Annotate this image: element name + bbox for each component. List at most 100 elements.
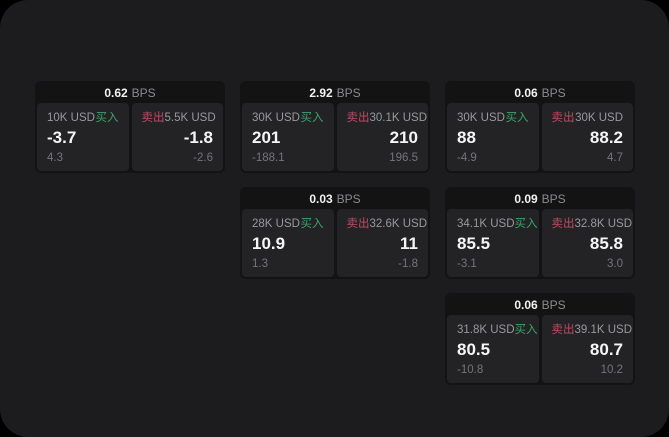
quote-card-5: 0.09 BPS 34.1K USD 买入 85.5 -3.1 卖出 32.8K… (445, 187, 635, 279)
quote-card-3: 0.06 BPS 30K USD 买入 88 -4.9 卖出 30K USD (445, 81, 635, 173)
buy-quote-tile[interactable]: 10K USD 买入 -3.7 4.3 (37, 103, 129, 171)
bps-unit-label: BPS (336, 86, 361, 100)
quote-card-2: 2.92 BPS 30K USD 买入 201 -188.1 卖出 30.1K … (240, 81, 430, 173)
tile-top-row: 31.8K USD 买入 (457, 324, 538, 336)
buy-delta-value: -10.8 (457, 364, 484, 376)
buy-delta-value: -3.1 (457, 258, 477, 270)
quote-body: 34.1K USD 买入 85.5 -3.1 卖出 32.8K USD 85.8… (447, 209, 633, 277)
bps-header: 0.62 BPS (37, 83, 223, 103)
sell-quote-tile[interactable]: 卖出 32.8K USD 85.8 3.0 (541, 209, 633, 277)
notional-amount: 30.1K USD (369, 112, 428, 124)
notional-amount: 30K USD (252, 112, 300, 124)
tile-top-row: 卖出 39.1K USD (551, 324, 633, 336)
notional-amount: 32.6K USD (369, 218, 428, 230)
buy-delta-value: 1.3 (252, 258, 268, 270)
buy-quote-tile[interactable]: 31.8K USD 买入 80.5 -10.8 (447, 315, 539, 383)
notional-amount: 39.1K USD (574, 324, 633, 336)
notional-amount: 32.8K USD (574, 218, 633, 230)
quote-card-4: 0.03 BPS 28K USD 买入 10.9 1.3 卖出 32.6K US… (240, 187, 430, 279)
bps-value: 0.06 (514, 86, 538, 100)
sell-label: 卖出 (346, 218, 370, 230)
sell-price-value: -1.8 (183, 128, 213, 147)
bps-header: 2.92 BPS (242, 83, 428, 103)
sell-label: 卖出 (551, 218, 575, 230)
buy-label: 买入 (300, 218, 324, 230)
sell-delta-value: 4.7 (607, 152, 623, 164)
notional-amount: 34.1K USD (457, 218, 515, 230)
buy-delta-value: -4.9 (457, 152, 477, 164)
buy-quote-tile[interactable]: 30K USD 买入 88 -4.9 (447, 103, 539, 171)
bps-unit-label: BPS (541, 192, 566, 206)
bps-header: 0.06 BPS (447, 83, 633, 103)
bps-unit-label: BPS (541, 86, 566, 100)
sell-price-value: 80.7 (589, 340, 623, 359)
buy-quote-tile[interactable]: 34.1K USD 买入 85.5 -3.1 (447, 209, 539, 277)
buy-delta-value: 4.3 (47, 152, 63, 164)
notional-amount: 30K USD (457, 112, 505, 124)
quote-body: 30K USD 买入 88 -4.9 卖出 30K USD 88.2 4.7 (447, 103, 633, 171)
sell-delta-value: -1.8 (398, 258, 418, 270)
sell-label: 卖出 (346, 112, 370, 124)
tile-top-row: 卖出 32.6K USD (346, 218, 428, 230)
tile-top-row: 卖出 5.5K USD (141, 112, 216, 124)
bps-unit-label: BPS (541, 298, 566, 312)
buy-label: 买入 (300, 112, 324, 124)
sell-quote-tile[interactable]: 卖出 30.1K USD 210 196.5 (336, 103, 428, 171)
bps-value: 0.03 (309, 192, 333, 206)
sell-label: 卖出 (551, 112, 575, 124)
bps-value: 0.62 (104, 86, 128, 100)
notional-amount: 28K USD (252, 218, 300, 230)
buy-label: 买入 (95, 112, 119, 124)
quote-card-6: 0.06 BPS 31.8K USD 买入 80.5 -10.8 卖出 39.1… (445, 293, 635, 385)
sell-quote-tile[interactable]: 卖出 5.5K USD -1.8 -2.6 (131, 103, 223, 171)
buy-price-value: 85.5 (457, 234, 491, 253)
buy-label: 买入 (514, 324, 538, 336)
sell-price-value: 11 (400, 234, 418, 253)
quote-card-1: 0.62 BPS 10K USD 买入 -3.7 4.3 卖出 5.5K USD (35, 81, 225, 173)
tile-top-row: 34.1K USD 买入 (457, 218, 538, 230)
sell-price-value: 210 (389, 128, 418, 147)
sell-delta-value: 3.0 (607, 258, 623, 270)
sell-delta-value: 10.2 (600, 364, 623, 376)
bps-header: 0.06 BPS (447, 295, 633, 315)
sell-label: 卖出 (141, 112, 165, 124)
buy-price-value: 88 (457, 128, 476, 147)
bps-header: 0.09 BPS (447, 189, 633, 209)
buy-price-value: 201 (252, 128, 281, 147)
bps-value: 2.92 (309, 86, 333, 100)
bps-unit-label: BPS (131, 86, 156, 100)
notional-amount: 5.5K USD (164, 112, 216, 124)
bps-value: 0.06 (514, 298, 538, 312)
tile-top-row: 卖出 30.1K USD (346, 112, 428, 124)
sell-price-value: 85.8 (589, 234, 623, 253)
sell-delta-value: 196.5 (389, 152, 418, 164)
buy-price-value: -3.7 (47, 128, 77, 147)
tile-top-row: 卖出 30K USD (552, 112, 624, 124)
sell-delta-value: -2.6 (193, 152, 213, 164)
quote-body: 30K USD 买入 201 -188.1 卖出 30.1K USD 210 1… (242, 103, 428, 171)
tile-top-row: 30K USD 买入 (252, 112, 324, 124)
notional-amount: 30K USD (575, 112, 623, 124)
tile-top-row: 28K USD 买入 (252, 218, 324, 230)
bps-value: 0.09 (514, 192, 538, 206)
quote-body: 31.8K USD 买入 80.5 -10.8 卖出 39.1K USD 80.… (447, 315, 633, 383)
sell-quote-tile[interactable]: 卖出 30K USD 88.2 4.7 (541, 103, 633, 171)
tile-top-row: 30K USD 买入 (457, 112, 529, 124)
sell-price-value: 88.2 (589, 128, 623, 147)
tile-top-row: 卖出 32.8K USD (551, 218, 633, 230)
buy-quote-tile[interactable]: 28K USD 买入 10.9 1.3 (242, 209, 334, 277)
bps-unit-label: BPS (336, 192, 361, 206)
tile-top-row: 10K USD 买入 (47, 112, 119, 124)
buy-quote-tile[interactable]: 30K USD 买入 201 -188.1 (242, 103, 334, 171)
sell-quote-tile[interactable]: 卖出 32.6K USD 11 -1.8 (336, 209, 428, 277)
sell-quote-tile[interactable]: 卖出 39.1K USD 80.7 10.2 (541, 315, 633, 383)
notional-amount: 10K USD (47, 112, 95, 124)
notional-amount: 31.8K USD (457, 324, 515, 336)
buy-price-value: 10.9 (252, 234, 286, 253)
quote-body: 10K USD 买入 -3.7 4.3 卖出 5.5K USD -1.8 -2.… (37, 103, 223, 171)
quotes-grid: 0.62 BPS 10K USD 买入 -3.7 4.3 卖出 5.5K USD (35, 81, 635, 385)
bps-header: 0.03 BPS (242, 189, 428, 209)
sell-label: 卖出 (551, 324, 575, 336)
buy-label: 买入 (514, 218, 538, 230)
